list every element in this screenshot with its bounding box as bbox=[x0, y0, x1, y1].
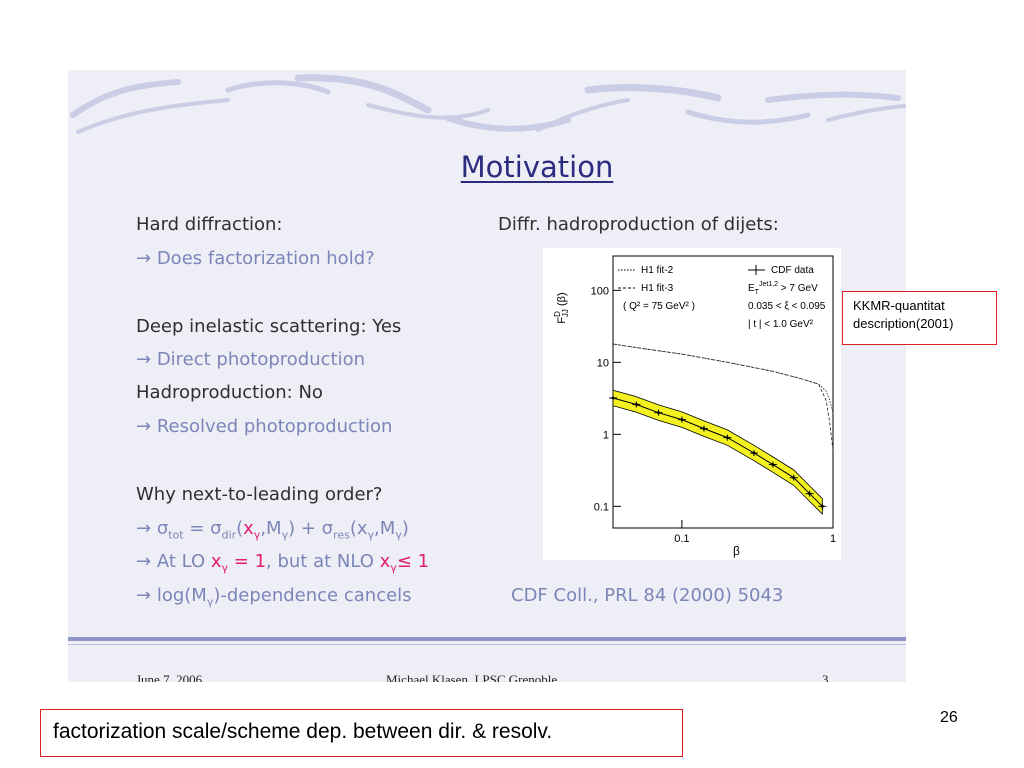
cdf-point bbox=[768, 461, 777, 468]
right-heading: Diffr. hadroproduction of dijets: bbox=[498, 214, 779, 235]
footer-date: June 7, 2006 bbox=[136, 672, 203, 682]
left-line-6: → Resolved photoproduction bbox=[136, 416, 393, 437]
cdf-point bbox=[632, 401, 641, 408]
legend-fit3: H1 fit-3 bbox=[641, 283, 674, 294]
footer-rule-thin bbox=[68, 644, 906, 645]
cdf-point bbox=[677, 416, 686, 423]
page-number: 26 bbox=[940, 709, 958, 726]
cdf-point bbox=[805, 490, 814, 497]
y-tick-label-0: 100 bbox=[591, 285, 609, 297]
cdf-point bbox=[749, 450, 758, 457]
legend-right: CDF data ETJet1,2 > 7 GeV 0.035 < ξ < 0.… bbox=[748, 265, 826, 330]
kkmr-line-2: description(2001) bbox=[853, 316, 954, 331]
legend-et: ETJet1,2 > 7 GeV bbox=[748, 281, 818, 296]
note-box: factorization scale/scheme dep. between … bbox=[40, 709, 683, 757]
cdf-band bbox=[612, 389, 823, 515]
slide-title: Motivation bbox=[460, 150, 614, 184]
y-tick-label-1: 10 bbox=[597, 357, 609, 369]
left-line-2: → Does factorization hold? bbox=[136, 248, 375, 269]
cdf-point bbox=[818, 503, 827, 510]
citation: CDF Coll., PRL 84 (2000) 5043 bbox=[511, 585, 784, 606]
cdf-point bbox=[723, 434, 732, 441]
y-tick-label-2: 1 bbox=[603, 429, 609, 441]
cdf-point bbox=[699, 425, 708, 432]
swoosh-decoration bbox=[70, 74, 906, 134]
legend-q2: ( Q² = 75 GeV² ) bbox=[623, 301, 695, 312]
left-line-5: Hadroproduction: No bbox=[136, 382, 323, 403]
left-line-1: Hard diffraction: bbox=[136, 214, 283, 235]
footer-author: Michael Klasen, LPSC Grenoble bbox=[386, 672, 558, 682]
legend-xi: 0.035 < ξ < 0.095 bbox=[748, 301, 826, 312]
legend-fit2: H1 fit-2 bbox=[641, 265, 674, 276]
formula-line: → σtot = σdir(xγ,Mγ) + σres(xγ,Mγ) bbox=[136, 518, 409, 542]
x-axis-label: β bbox=[733, 544, 740, 558]
cdf-figure: 100 10 1 0.1 0.1 1 FDJJ (β) β H1 fit-2 H1 fi… bbox=[543, 248, 841, 560]
h1-fit3-line bbox=[612, 343, 834, 451]
diffractive-chart: 100 10 1 0.1 0.1 1 FDJJ (β) β H1 fit-2 H1 fi… bbox=[553, 255, 836, 558]
x-tick-label-0: 0.1 bbox=[674, 533, 689, 545]
cdf-point bbox=[654, 409, 663, 416]
kkmr-annotation-box: KKMR-quantitat description(2001) bbox=[842, 291, 997, 345]
footer-page: 3 bbox=[822, 672, 829, 682]
legend-left: H1 fit-2 H1 fit-3 ( Q² = 75 GeV² ) bbox=[618, 265, 695, 312]
left-line-3: Deep inelastic scattering: Yes bbox=[136, 316, 402, 337]
legend-t: | t | < 1.0 GeV² bbox=[748, 319, 814, 330]
cdf-point bbox=[609, 394, 617, 401]
kkmr-line-1: KKMR-quantitat bbox=[853, 298, 945, 313]
log-line: → log(Mγ)-dependence cancels bbox=[136, 585, 412, 609]
left-line-7: Why next-to-leading order? bbox=[136, 484, 383, 505]
embedded-slide: Motivation Hard diffraction: → Does fact… bbox=[68, 70, 906, 682]
left-line-4: → Direct photoproduction bbox=[136, 349, 366, 370]
legend-cdf: CDF data bbox=[771, 265, 814, 276]
cdf-point bbox=[789, 474, 798, 481]
y-tick-label-3: 0.1 bbox=[594, 501, 609, 513]
x-tick-label-1: 1 bbox=[830, 533, 836, 545]
y-axis-label: FDJJ (β) bbox=[553, 292, 570, 323]
footer-rule bbox=[68, 637, 906, 641]
lo-line: → At LO xγ = 1, but at NLO xγ≤ 1 bbox=[136, 551, 430, 575]
